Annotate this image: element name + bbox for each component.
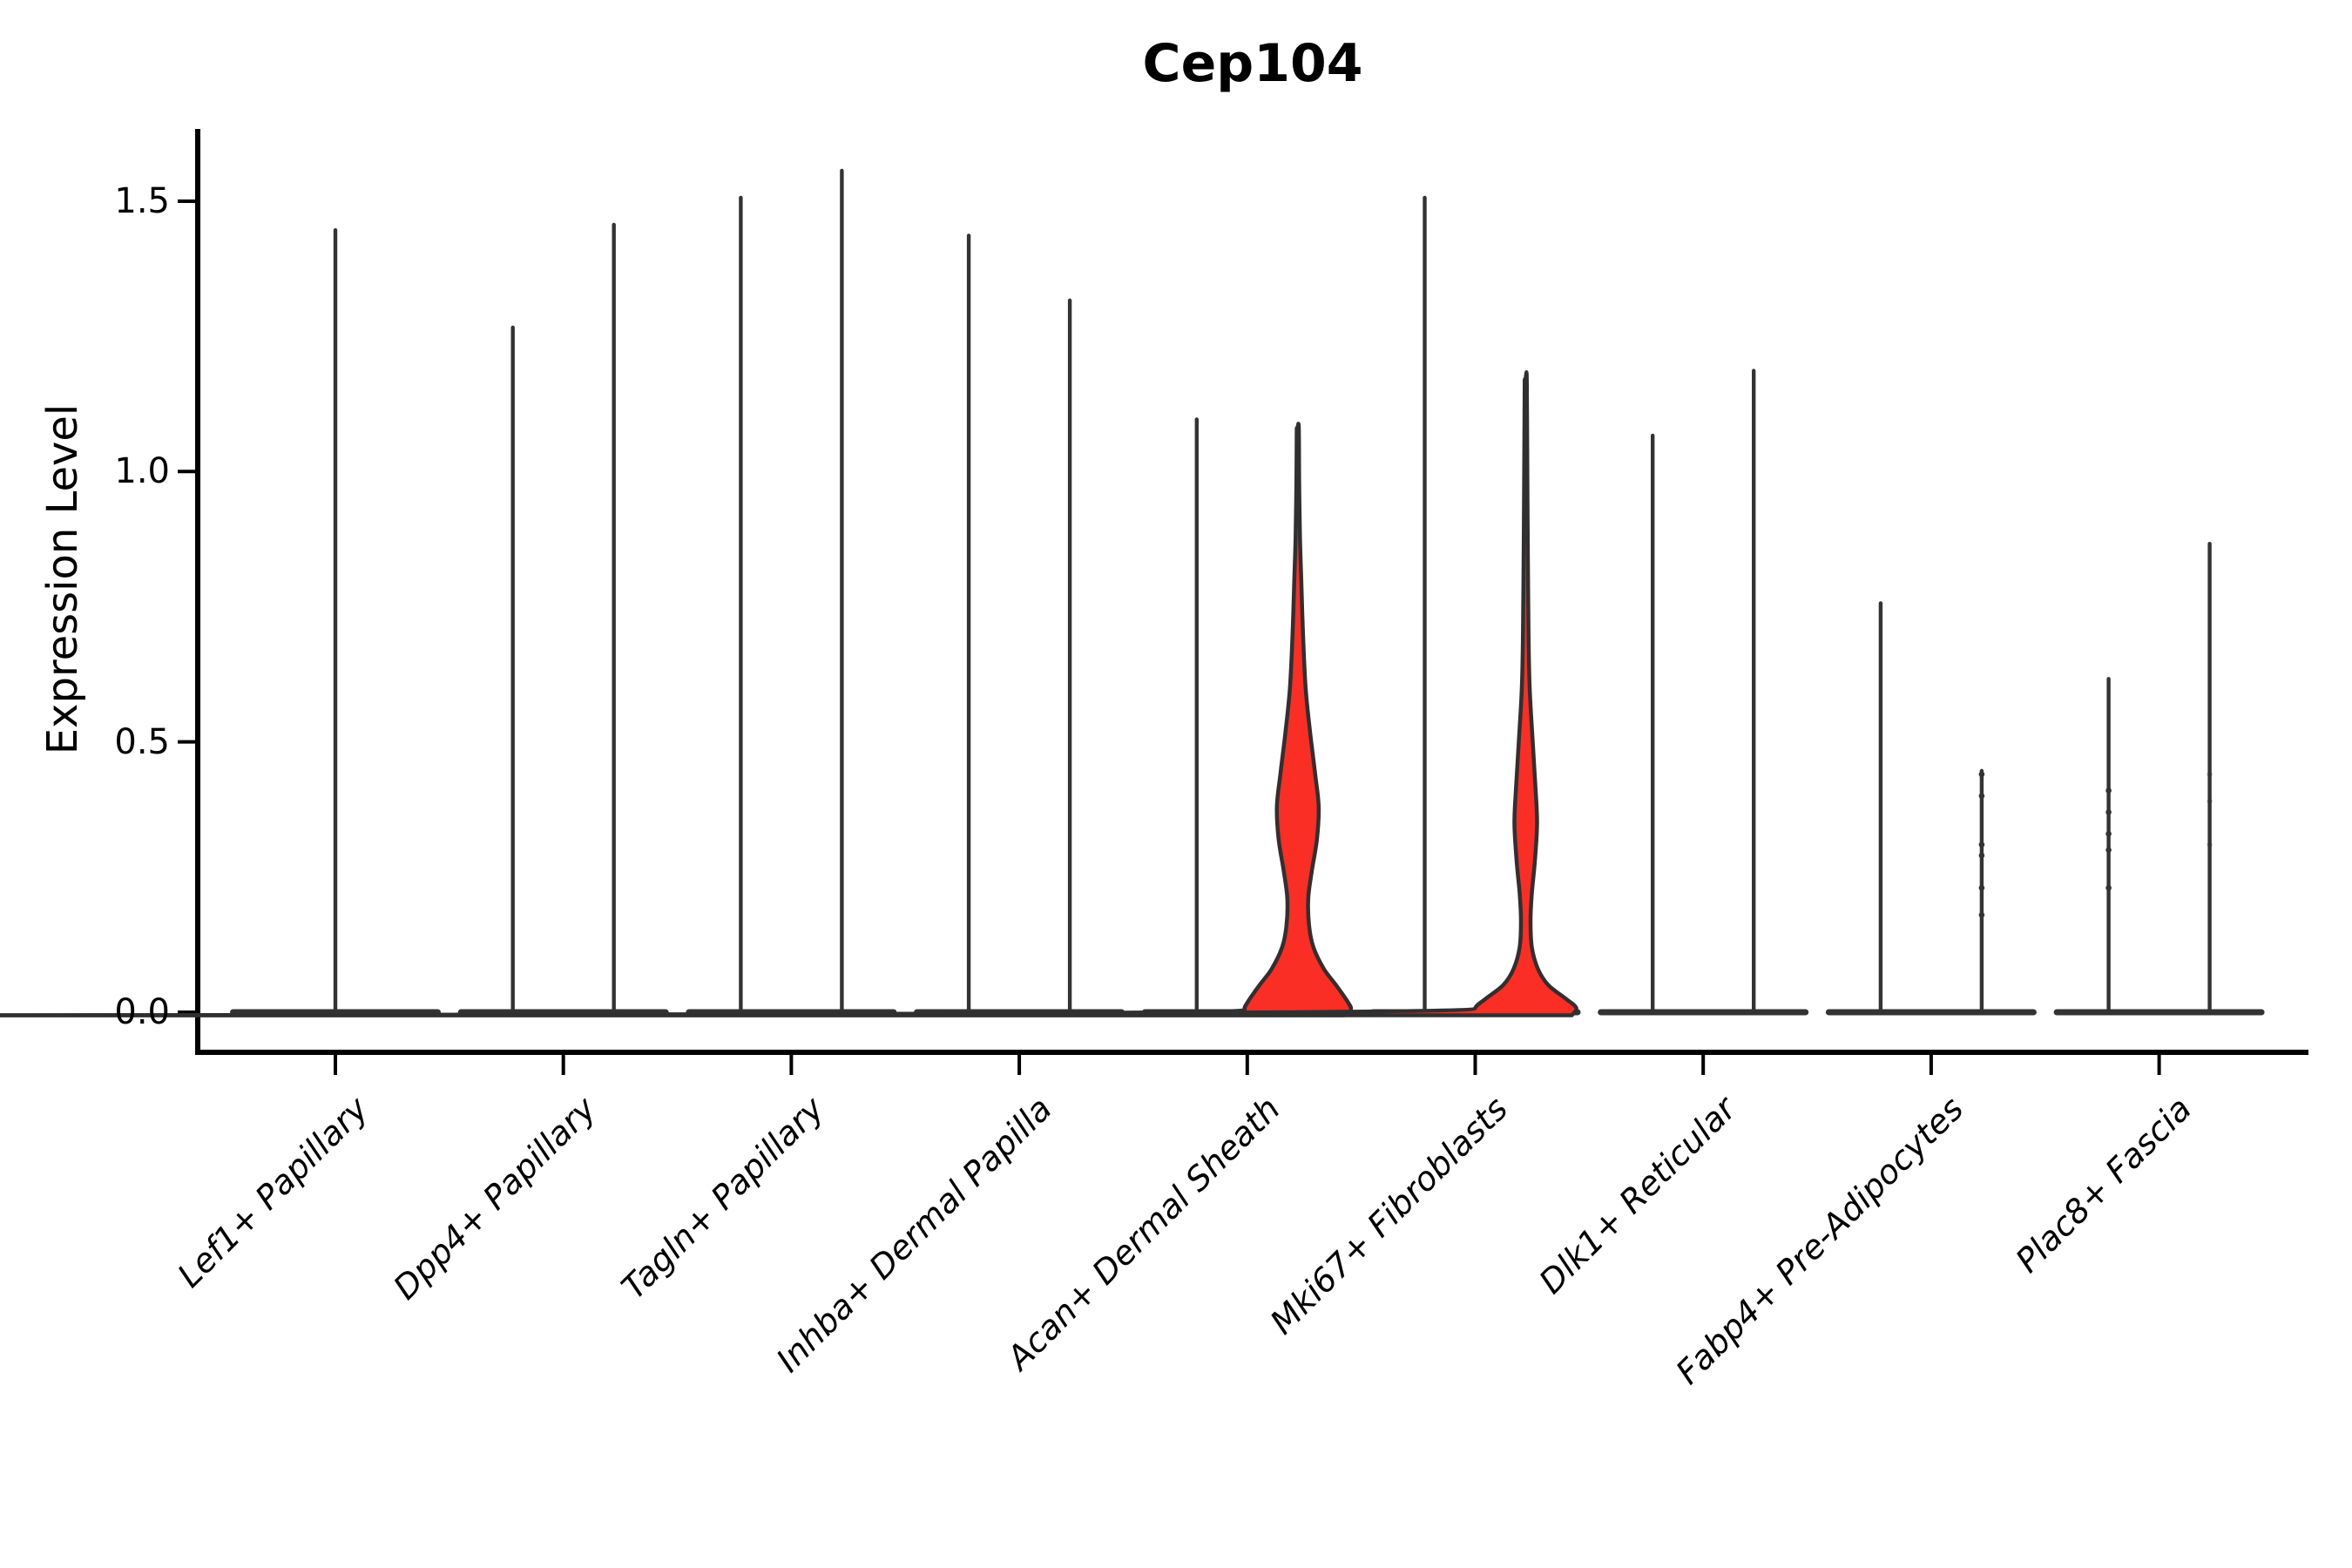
violin-spike — [1979, 768, 1984, 1014]
violin-spike — [739, 195, 743, 1015]
violin-spike — [1752, 368, 1756, 1014]
y-tick-label: 1.5 — [114, 180, 170, 221]
violin-spike — [1423, 195, 1427, 1015]
violin-spike — [1878, 601, 1883, 1014]
violin-base — [1598, 1009, 1809, 1016]
data-point-dot — [1978, 852, 1985, 859]
chart-title: Cep104 — [1142, 33, 1363, 94]
violin-spike — [966, 233, 971, 1014]
y-axis-label: Expression Level — [38, 403, 87, 755]
violin-base — [2053, 1009, 2265, 1016]
data-point-dot — [1978, 911, 1985, 918]
data-point-dot — [1978, 841, 1985, 848]
data-point-dot — [1978, 884, 1985, 891]
data-point-dot — [2105, 847, 2112, 854]
violin-spike — [840, 168, 844, 1014]
violin-spike — [1067, 298, 1072, 1014]
violin-spike — [333, 227, 338, 1014]
violin-spike — [510, 325, 515, 1014]
violin-spike — [612, 222, 616, 1014]
data-point-dot-faint — [2207, 841, 2213, 848]
highlighted-violin — [0, 422, 1354, 1017]
highlighted-violin — [0, 370, 1578, 1017]
violin-spike — [2207, 541, 2212, 1014]
violin-spike — [2106, 677, 2111, 1014]
y-tick-label: 1.0 — [114, 451, 170, 492]
violin-spike — [1651, 433, 1655, 1014]
data-point-dot-faint — [2207, 771, 2213, 777]
data-point-dot — [2105, 809, 2112, 815]
y-tick-label: 0.0 — [114, 992, 170, 1032]
y-tick-label: 0.5 — [114, 721, 170, 762]
data-point-dot — [2105, 884, 2112, 891]
violin-spike — [1194, 417, 1199, 1015]
violin-base — [1825, 1009, 2037, 1016]
data-point-dot — [1978, 771, 1985, 778]
data-point-dot — [1978, 793, 1985, 800]
data-point-dot-faint — [2207, 798, 2213, 804]
data-point-dot — [2105, 787, 2112, 794]
data-point-dot — [2105, 830, 2112, 837]
